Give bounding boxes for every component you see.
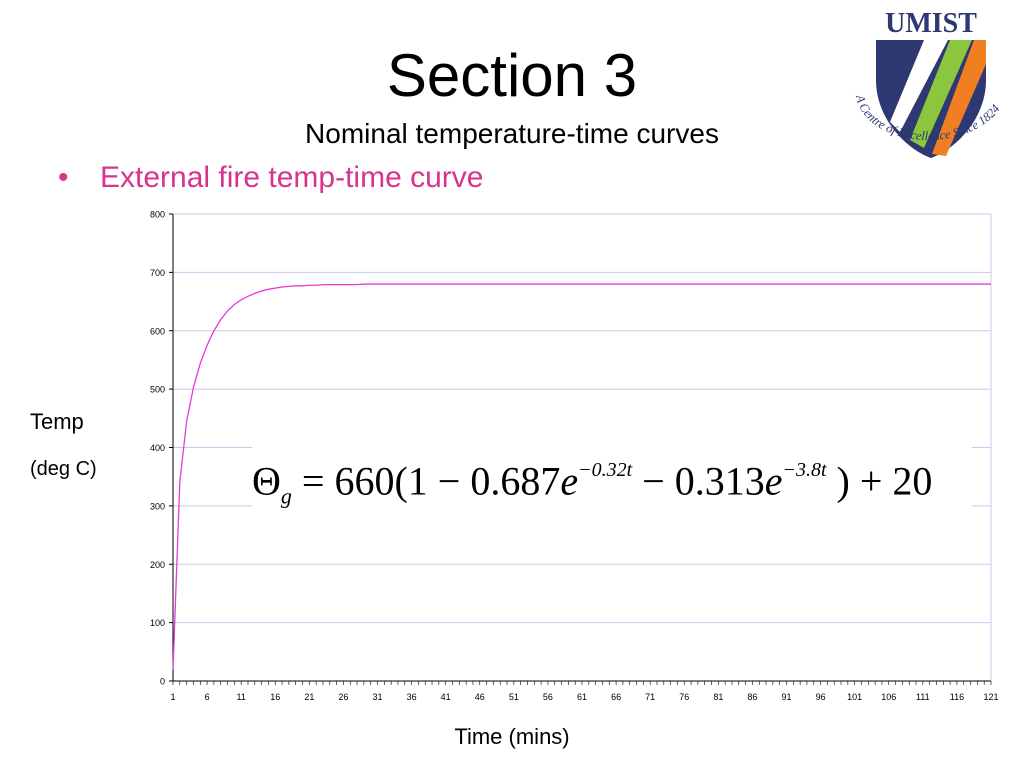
y-tick-label: 400	[150, 443, 165, 453]
bullet-item: • External fire temp-time curve	[58, 160, 483, 196]
x-tick-label: 116	[950, 692, 964, 702]
formula-part1: = 660(1 − 0.687	[291, 458, 561, 504]
bullet-text: External fire temp-time curve	[100, 161, 484, 194]
x-tick-label: 26	[338, 692, 348, 702]
x-tick-label: 96	[816, 692, 826, 702]
x-tick-label: 106	[881, 692, 896, 702]
y-tick-label: 0	[160, 677, 165, 687]
fire-curve-formula: Θg = 660(1 − 0.687e−0.32t − 0.313e−3.8t …	[252, 444, 972, 514]
x-tick-label: 66	[611, 692, 621, 702]
temperature-series-line	[172, 283, 991, 670]
formula-theta: Θ	[252, 458, 281, 504]
x-axis-label: Time (mins)	[454, 724, 570, 749]
x-tick-label: 61	[577, 692, 587, 702]
x-tick-label: 86	[747, 692, 757, 702]
bullet-dot-icon: •	[58, 161, 69, 194]
umist-logo: UMIST A Centre of Excellence Since 1824	[853, 8, 1003, 158]
logo-shield	[876, 40, 986, 158]
x-tick-label: 36	[407, 692, 417, 702]
y-axis-label: Temp	[30, 409, 84, 434]
y-axis-unit: (deg C)	[30, 458, 97, 480]
x-tick-label: 81	[713, 692, 723, 702]
x-tick-label: 111	[916, 692, 930, 702]
x-tick-label: 21	[304, 692, 314, 702]
x-tick-label: 31	[372, 692, 382, 702]
formula-e1: e	[560, 458, 579, 504]
formula-part2: − 0.313	[632, 458, 765, 504]
x-tick-label: 91	[781, 692, 791, 702]
formula-exp2: −3.8t	[782, 459, 827, 481]
x-tick-label: 121	[983, 692, 998, 702]
formula-exp1: −0.32t	[578, 459, 633, 481]
formula-e2: e	[764, 458, 783, 504]
x-tick-label: 6	[205, 692, 210, 702]
logo-wordmark: UMIST	[885, 8, 977, 39]
y-tick-label: 700	[150, 268, 165, 278]
x-tick-label: 11	[236, 692, 245, 702]
y-tick-label: 200	[150, 560, 165, 570]
x-tick-label: 16	[270, 692, 280, 702]
y-tick-label: 300	[150, 501, 165, 511]
y-tick-label: 800	[150, 210, 165, 220]
x-tick-label: 46	[475, 692, 485, 702]
slide-subtitle: Nominal temperature-time curves	[305, 118, 719, 149]
y-tick-label: 600	[150, 326, 165, 336]
x-tick-label: 51	[509, 692, 519, 702]
x-tick-label: 1	[170, 692, 175, 702]
y-tick-label: 100	[150, 618, 165, 628]
x-tick-label: 101	[847, 692, 862, 702]
formula-subscript: g	[280, 483, 292, 509]
formula-part3: ) + 20	[826, 458, 933, 504]
slide-title: Section 3	[386, 42, 638, 109]
x-tick-label: 41	[441, 692, 451, 702]
x-tick-label: 76	[679, 692, 689, 702]
y-tick-label: 500	[150, 385, 165, 395]
x-tick-label: 71	[645, 692, 655, 702]
x-tick-label: 56	[543, 692, 553, 702]
